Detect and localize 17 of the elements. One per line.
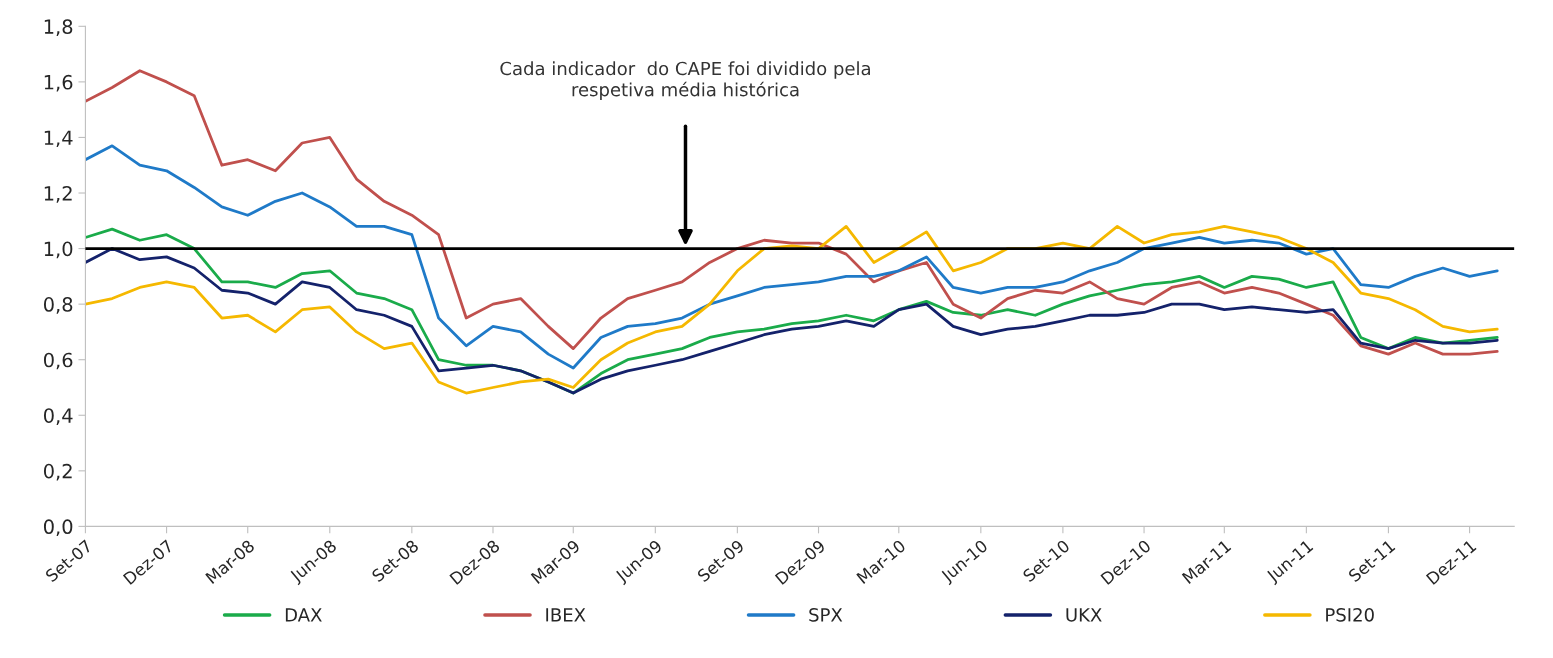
y-tick-label: 1,8 <box>44 19 73 36</box>
y-tick-label: 0,4 <box>43 408 73 425</box>
annotation: Cada indicador do CAPE foi dividido pela respetiva média histórica <box>500 61 870 100</box>
y-tick-label: 1,4 <box>44 130 73 148</box>
legend-label: IBEX <box>546 608 586 622</box>
y-tick-label: 0,2 <box>43 463 72 481</box>
legend-label: PSI20 <box>1326 607 1374 622</box>
y-tick-label: 0,0 <box>43 519 73 537</box>
line-series <box>85 144 1499 370</box>
legend-label: DAX <box>285 608 322 622</box>
y-tick-label: 0,6 <box>43 352 73 370</box>
y-tick-label: 1,2 <box>44 185 72 203</box>
y-tick-label: 1,6 <box>44 74 73 92</box>
legend-label: SPX <box>809 607 843 622</box>
y-tick-label: 0,8 <box>43 297 73 314</box>
y-tick-label: 1,0 <box>44 241 73 259</box>
legend-label: UKX <box>1066 608 1102 622</box>
